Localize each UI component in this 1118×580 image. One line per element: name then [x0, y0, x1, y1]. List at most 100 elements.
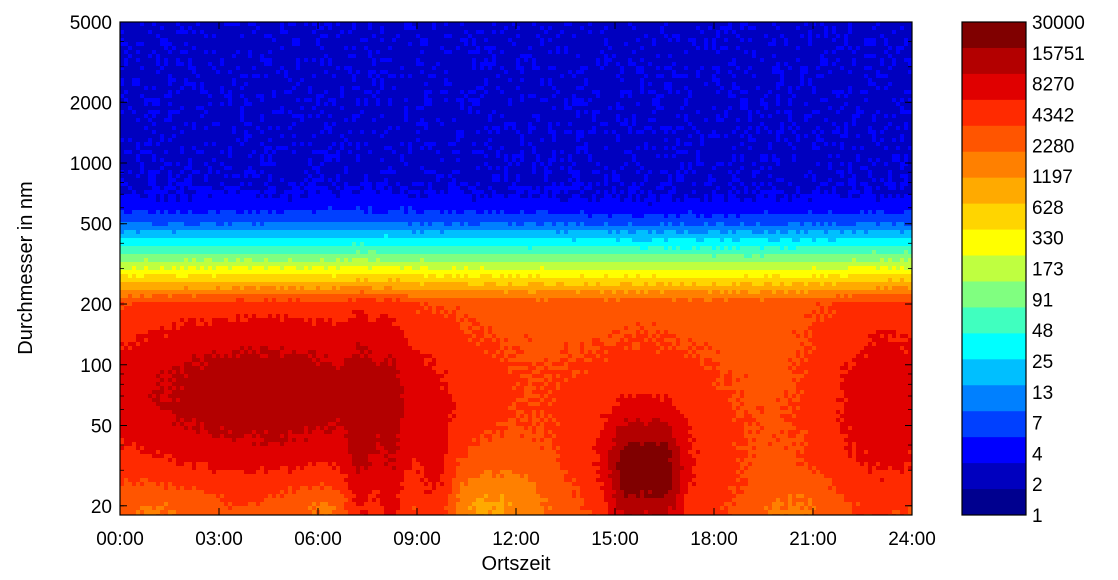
heatmap-cell: [468, 54, 473, 59]
heatmap-cell: [180, 26, 185, 31]
heatmap-cell: [448, 58, 453, 63]
heatmap-cell: [500, 46, 505, 51]
heatmap-cell: [308, 74, 313, 79]
heatmap-cell: [596, 54, 601, 59]
heatmap-cell: [136, 22, 141, 27]
heatmap-cell: [232, 70, 237, 75]
heatmap-cell: [224, 70, 229, 75]
heatmap-cell: [724, 34, 729, 39]
heatmap-cell: [292, 54, 297, 59]
heatmap-cell: [472, 70, 477, 75]
heatmap-cell: [160, 62, 165, 67]
heatmap-cell: [512, 58, 517, 63]
heatmap-cell: [500, 50, 505, 55]
heatmap-cell: [888, 66, 893, 71]
heatmap-cell: [684, 58, 689, 63]
heatmap-cell: [476, 58, 481, 63]
heatmap-cell: [660, 70, 665, 75]
heatmap-cell: [320, 30, 325, 35]
heatmap-cell: [304, 22, 309, 27]
heatmap-cell: [200, 42, 205, 47]
heatmap-cell: [904, 22, 909, 27]
heatmap-cell: [592, 22, 597, 27]
heatmap-cell: [148, 22, 153, 27]
heatmap-cell: [384, 26, 389, 31]
heatmap-cell: [624, 62, 629, 67]
heatmap-cell: [644, 58, 649, 63]
heatmap-cell: [592, 54, 597, 59]
heatmap-cell: [500, 38, 505, 43]
heatmap-cell: [436, 62, 441, 67]
heatmap-cell: [756, 66, 761, 71]
heatmap-cell: [784, 62, 789, 67]
heatmap-cell: [664, 38, 669, 43]
heatmap-cell: [784, 42, 789, 47]
heatmap-cell: [804, 58, 809, 63]
heatmap-cell: [224, 50, 229, 55]
heatmap-cell: [740, 50, 745, 55]
heatmap-cell: [728, 26, 733, 31]
heatmap-cell: [512, 70, 517, 75]
heatmap-cell: [816, 70, 821, 75]
heatmap-cell: [248, 30, 253, 35]
heatmap-cell: [804, 34, 809, 39]
heatmap-cell: [504, 38, 509, 43]
heatmap-cell: [496, 46, 501, 51]
heatmap-cell: [748, 26, 753, 31]
heatmap-cell: [384, 58, 389, 63]
heatmap-cell: [232, 58, 237, 63]
heatmap-cell: [124, 58, 129, 63]
heatmap-cell: [708, 62, 713, 67]
heatmap-cell: [840, 38, 845, 43]
heatmap-cell: [412, 26, 417, 31]
heatmap-cell: [356, 58, 361, 63]
heatmap-cell: [608, 34, 613, 39]
heatmap-cell: [856, 50, 861, 55]
heatmap-cell: [528, 34, 533, 39]
heatmap-cell: [188, 50, 193, 55]
heatmap-cell: [332, 46, 337, 51]
heatmap-cell: [204, 66, 209, 71]
heatmap-cell: [660, 22, 665, 27]
heatmap-cell: [872, 62, 877, 67]
heatmap-cell: [640, 30, 645, 35]
heatmap-cell: [636, 46, 641, 51]
heatmap-cell: [360, 34, 365, 39]
heatmap-cell: [680, 42, 685, 47]
heatmap-cell: [728, 70, 733, 75]
heatmap-cell: [656, 70, 661, 75]
heatmap-cell: [528, 26, 533, 31]
heatmap-cell: [592, 26, 597, 31]
heatmap-cell: [704, 30, 709, 35]
heatmap-cell: [528, 22, 533, 27]
heatmap-cell: [624, 70, 629, 75]
heatmap-cell: [688, 34, 693, 39]
heatmap-cell: [252, 22, 257, 27]
heatmap-cell: [464, 54, 469, 59]
heatmap-cell: [672, 34, 677, 39]
heatmap-cell: [172, 42, 177, 47]
heatmap-cell: [320, 22, 325, 27]
heatmap-cell: [168, 74, 173, 79]
heatmap-cell: [372, 58, 377, 63]
heatmap-cell: [420, 42, 425, 47]
heatmap-cell: [788, 30, 793, 35]
heatmap-cell: [360, 30, 365, 35]
heatmap-cell: [660, 26, 665, 31]
heatmap-cell: [660, 42, 665, 47]
heatmap-cell: [904, 26, 909, 31]
heatmap-cell: [800, 30, 805, 35]
heatmap-cell: [608, 62, 613, 67]
heatmap-cell: [508, 66, 513, 71]
heatmap-cell: [604, 30, 609, 35]
heatmap-cell: [392, 42, 397, 47]
heatmap-cell: [588, 50, 593, 55]
heatmap-cell: [468, 70, 473, 75]
heatmap-cell: [132, 26, 137, 31]
heatmap-cell: [152, 38, 157, 43]
heatmap-cell: [648, 26, 653, 31]
heatmap-cell: [264, 38, 269, 43]
heatmap-cell: [132, 54, 137, 59]
heatmap-cell: [212, 22, 217, 27]
heatmap-cell: [780, 58, 785, 63]
